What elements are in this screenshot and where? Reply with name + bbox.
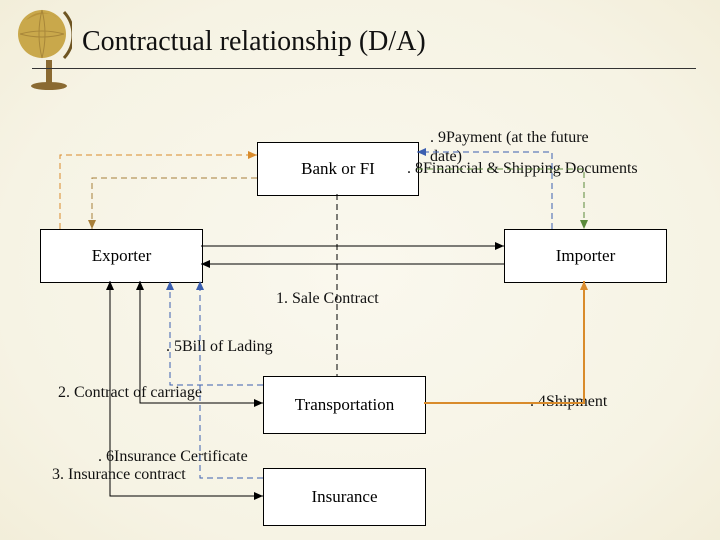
node-importer: Importer: [504, 229, 667, 283]
node-insurance-label: Insurance: [311, 488, 377, 507]
label-shipment: . 4Shipment: [530, 393, 607, 411]
node-transport: Transportation: [263, 376, 426, 434]
globe-icon: [6, 0, 66, 90]
title-underline: [32, 68, 696, 69]
label-sale: 1. Sale Contract: [276, 290, 379, 308]
label-payment-a: . 9Payment (at the future: [430, 129, 589, 147]
node-importer-label: Importer: [556, 247, 615, 266]
label-inscert: . 6Insurance Certificate: [98, 448, 248, 466]
node-insurance: Insurance: [263, 468, 426, 526]
slide: Contractual relationship (D/A) Bank or F…: [0, 0, 720, 540]
node-exporter-label: Exporter: [92, 247, 151, 266]
label-bill: . 5Bill of Lading: [166, 338, 273, 356]
slide-title: Contractual relationship (D/A): [82, 26, 426, 58]
label-inscontract: 3. Insurance contract: [52, 466, 186, 484]
node-transport-label: Transportation: [295, 396, 395, 415]
node-bank: Bank or FI: [257, 142, 419, 196]
node-bank-label: Bank or FI: [301, 160, 375, 179]
node-exporter: Exporter: [40, 229, 203, 283]
label-carriage: 2. Contract of carriage: [58, 384, 202, 402]
label-docs: . 8Financial & Shipping Documents: [407, 160, 638, 178]
